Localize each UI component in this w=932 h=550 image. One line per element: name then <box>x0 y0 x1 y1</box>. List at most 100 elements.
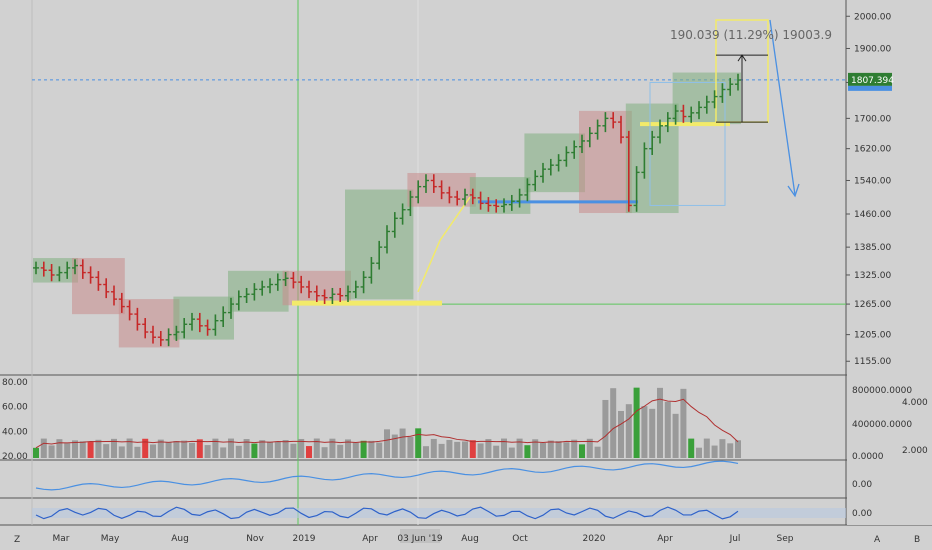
volume-bar[interactable] <box>438 443 445 458</box>
volume-bar[interactable] <box>118 446 125 458</box>
indicator-2-panel[interactable] <box>32 506 846 520</box>
volume-bar[interactable] <box>228 438 234 458</box>
volume-bar[interactable] <box>298 438 305 458</box>
volume-bar[interactable] <box>462 441 468 458</box>
volume-bar[interactable] <box>376 442 383 458</box>
volume-bar[interactable] <box>399 428 406 458</box>
volume-bar[interactable] <box>711 445 718 458</box>
volume-bar[interactable] <box>313 438 320 458</box>
volume-bar[interactable] <box>337 444 344 458</box>
volume-bar[interactable] <box>532 439 539 458</box>
volume-bar[interactable] <box>220 447 227 458</box>
volume-bar[interactable] <box>688 438 695 458</box>
time-axis[interactable]: Mar May Aug Nov 2019 Apr 03 Jun '19 Aug Oct 2020 A… <box>53 529 794 544</box>
price-axes[interactable]: 2000.001900.001800.001700.001620.001540.… <box>846 0 932 525</box>
volume-bar[interactable] <box>196 439 203 458</box>
volume-panel[interactable]: 80.00 60.00 40.00 20.00 <box>2 378 741 462</box>
volume-bar[interactable] <box>181 440 188 458</box>
volume-bar[interactable] <box>641 406 648 458</box>
volume-bar[interactable] <box>454 441 461 458</box>
volume-bar[interactable] <box>157 439 164 458</box>
volume-bar[interactable] <box>477 443 484 458</box>
volume-bar[interactable] <box>547 440 554 458</box>
volume-bar[interactable] <box>485 439 492 458</box>
volume-bar[interactable] <box>493 445 500 458</box>
zoom-icon[interactable]: Z <box>14 535 20 545</box>
volume-bar[interactable] <box>664 401 671 458</box>
main-price-panel[interactable] <box>32 19 846 348</box>
volume-bar[interactable] <box>391 434 398 458</box>
volume-bar[interactable] <box>290 443 297 458</box>
volume-bar[interactable] <box>111 438 117 458</box>
volume-bar[interactable] <box>251 443 258 458</box>
volume-bar[interactable] <box>103 444 110 458</box>
volume-bar[interactable] <box>423 446 429 458</box>
indicator-1-panel[interactable] <box>35 460 739 491</box>
volume-bar[interactable] <box>368 440 375 458</box>
volume-bar[interactable] <box>618 410 624 458</box>
volume-bar[interactable] <box>594 446 601 458</box>
volume-bar[interactable] <box>571 439 578 458</box>
volume-bar[interactable] <box>235 445 242 458</box>
volume-bar[interactable] <box>48 445 55 458</box>
volume-bar[interactable] <box>586 438 593 458</box>
volume-bar[interactable] <box>72 440 78 458</box>
volume-bar[interactable] <box>259 440 266 458</box>
volume-bar[interactable] <box>150 444 156 458</box>
volume-bar[interactable] <box>306 446 312 458</box>
volume-bar[interactable] <box>696 447 702 458</box>
last-price-tag[interactable] <box>848 72 892 86</box>
volume-bar[interactable] <box>602 399 609 458</box>
volume-bar[interactable] <box>126 438 133 458</box>
volume-bar[interactable] <box>243 439 250 458</box>
volume-bar[interactable] <box>703 438 710 458</box>
volume-bar[interactable] <box>430 438 437 458</box>
volume-bar[interactable] <box>415 428 422 458</box>
volume-bar[interactable] <box>267 441 273 458</box>
volume-bar[interactable] <box>56 439 63 458</box>
volume-bar[interactable] <box>204 445 211 458</box>
volume-bar[interactable] <box>33 447 39 458</box>
volume-bar[interactable] <box>727 443 734 458</box>
volume-bar[interactable] <box>657 387 663 458</box>
volume-bar[interactable] <box>79 441 86 458</box>
volume-bar[interactable] <box>345 439 351 458</box>
volume-bar[interactable] <box>329 438 336 458</box>
volume-bar[interactable] <box>321 447 328 458</box>
volume-bar[interactable] <box>633 387 640 458</box>
volume-bar[interactable] <box>40 438 47 458</box>
volume-bar[interactable] <box>360 440 367 458</box>
auto-scale-button[interactable]: A <box>874 535 881 545</box>
volume-bar[interactable] <box>189 442 195 458</box>
volume-bar[interactable] <box>173 441 180 458</box>
volume-bar[interactable] <box>680 388 687 458</box>
volume-bar[interactable] <box>134 446 141 458</box>
volume-bar[interactable] <box>469 440 476 458</box>
volume-bar[interactable] <box>64 443 71 458</box>
volume-bar[interactable] <box>735 440 741 458</box>
volume-bar[interactable] <box>142 438 149 458</box>
volume-bar[interactable] <box>446 439 453 458</box>
volume-bar[interactable] <box>508 447 515 458</box>
volume-bar[interactable] <box>579 444 585 458</box>
volume-bar[interactable] <box>212 438 219 458</box>
volume-bar[interactable] <box>282 440 289 458</box>
volume-bar[interactable] <box>625 404 632 458</box>
volume-bar[interactable] <box>649 408 656 458</box>
volume-bar[interactable] <box>165 442 172 458</box>
volume-bar[interactable] <box>563 442 570 458</box>
volume-bar[interactable] <box>540 442 546 458</box>
volume-bar[interactable] <box>555 441 562 458</box>
volume-bar[interactable] <box>95 439 102 458</box>
volume-bar[interactable] <box>524 445 531 458</box>
volume-bar[interactable] <box>407 436 414 458</box>
volume-bar[interactable] <box>719 439 726 458</box>
volume-bar[interactable] <box>87 442 94 458</box>
volume-bar[interactable] <box>610 388 617 458</box>
volume-bar[interactable] <box>274 441 281 458</box>
volume-bar[interactable] <box>501 438 507 458</box>
volume-bar[interactable] <box>384 429 390 458</box>
log-scale-button[interactable]: B <box>914 535 920 545</box>
volume-bar[interactable] <box>516 438 523 458</box>
